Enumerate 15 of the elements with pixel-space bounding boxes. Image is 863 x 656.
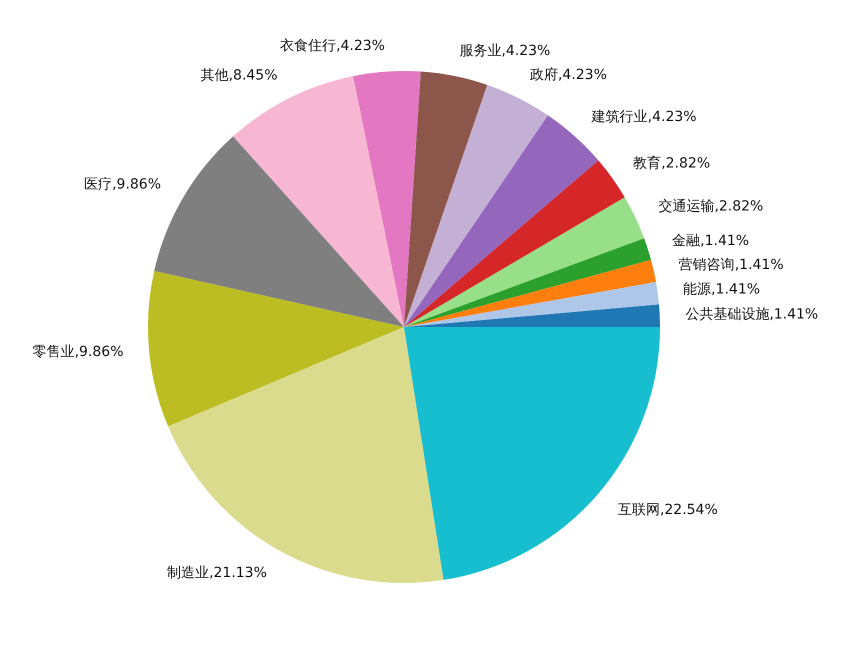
slice-label: 服务业,4.23% — [459, 42, 550, 59]
slice-label: 金融,1.41% — [672, 233, 750, 250]
slice-label: 教育,2.82% — [633, 154, 710, 172]
slice-label: 公共基础设施,1.41% — [685, 306, 818, 323]
slice-label: 互联网,22.54% — [618, 502, 718, 518]
slice-label: 建筑行业,4.23% — [590, 109, 697, 126]
slice-label: 政府,4.23% — [530, 67, 607, 84]
slice-label: 医疗,9.86% — [84, 176, 162, 193]
slice-label: 交通运输,2.82% — [658, 198, 764, 214]
slice-label: 衣食住行,4.23% — [280, 38, 385, 54]
slice-label: 零售业,9.86% — [32, 344, 124, 360]
slice-label: 其他,8.45% — [200, 67, 278, 84]
slice-label: 制造业,21.13% — [167, 564, 267, 581]
slice-label: 营销咨询,1.41% — [678, 257, 784, 274]
slice-label: 能源,1.41% — [683, 282, 760, 298]
